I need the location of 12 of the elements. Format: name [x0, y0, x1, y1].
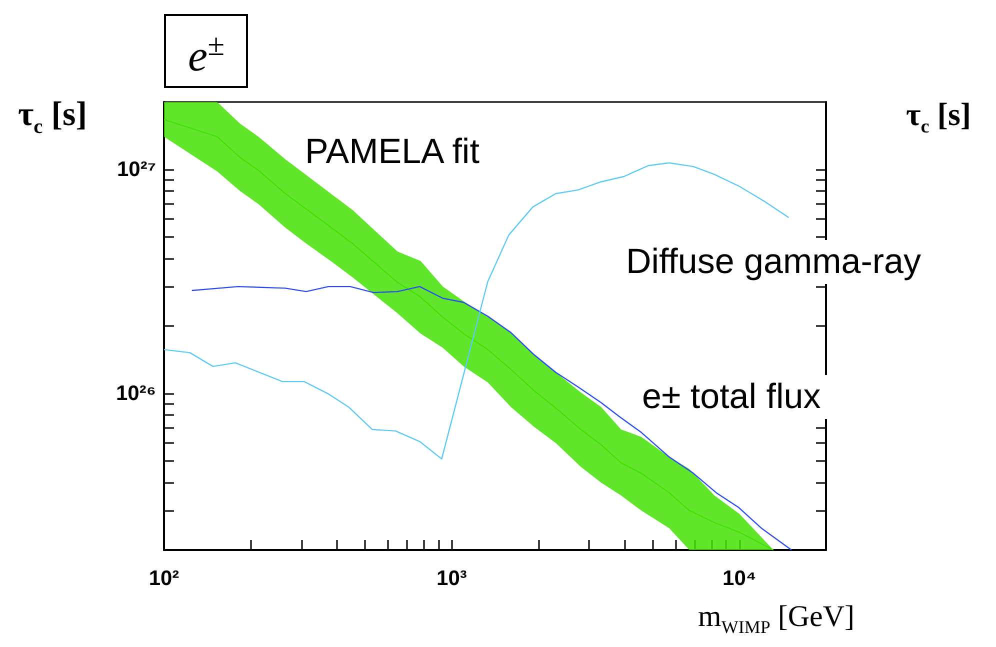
y-axis-title: τ$_{c}$ [s] — [18, 96, 88, 139]
chart-title: e$^{±}$ — [164, 14, 248, 88]
y-tick-label: 10²⁷ — [116, 158, 156, 181]
y-tick-label: 10²⁶ — [116, 382, 156, 405]
x-tick-label: 10⁴ — [722, 567, 756, 590]
text: τ$_{c}$ [s] — [906, 96, 972, 138]
series-label: Diffuse gamma-ray — [620, 240, 928, 284]
series-label: PAMELA fit — [305, 132, 480, 172]
x-axis-title: m$_{WIMP}$ [GeV] — [698, 600, 854, 638]
x-tick-label: 10² — [148, 567, 180, 590]
x-tick-label: 10³ — [436, 567, 467, 590]
series-label: e± total flux — [636, 375, 827, 419]
